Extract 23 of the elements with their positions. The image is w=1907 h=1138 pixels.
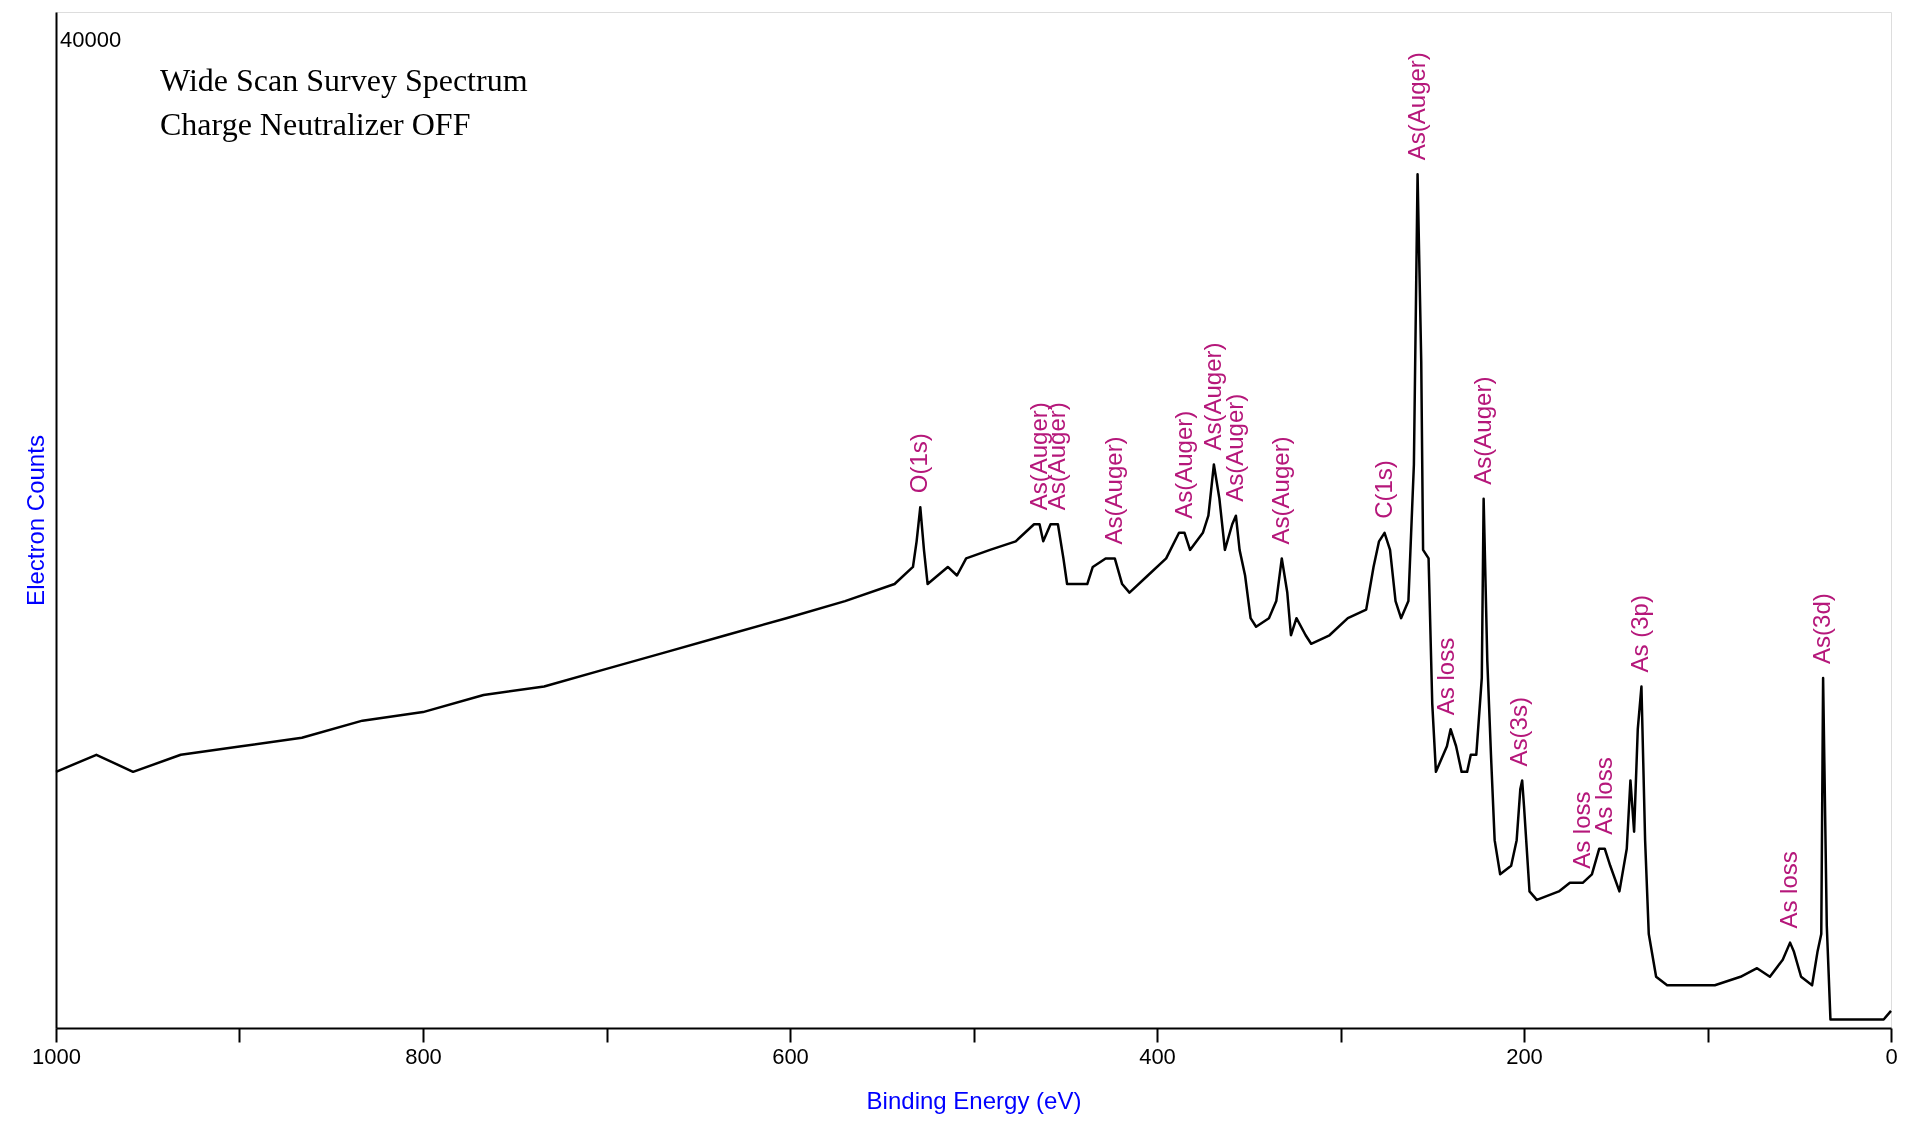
annotation: C(1s) bbox=[1369, 460, 1397, 519]
annotation: O(1s) bbox=[905, 433, 933, 494]
annotation: As(Auger) bbox=[1169, 410, 1197, 519]
x-tick-label: 200 bbox=[1506, 1043, 1543, 1069]
x-axis-title: Binding Energy (eV) bbox=[866, 1086, 1082, 1114]
x-tick-label: 600 bbox=[772, 1043, 809, 1069]
x-tick-label: 800 bbox=[405, 1043, 442, 1069]
annotation: As loss bbox=[1431, 637, 1459, 716]
y-axis-title: Electron Counts bbox=[21, 435, 49, 606]
annotation: As(3s) bbox=[1505, 697, 1533, 767]
text: 40000 bbox=[60, 27, 122, 52]
annotation: As(Auger) bbox=[1402, 52, 1430, 161]
x-tick-label: 400 bbox=[1139, 1043, 1176, 1069]
annotation: As loss bbox=[1775, 851, 1803, 929]
annotation: As(Auger) bbox=[1468, 376, 1496, 485]
x-tick-label: 1000 bbox=[32, 1043, 81, 1069]
x-tick-label: 0 bbox=[1885, 1043, 1898, 1069]
annotation: As(Auger) bbox=[1099, 436, 1127, 545]
chart-subtitle: Charge Neutralizer OFF bbox=[160, 106, 471, 142]
annotation: As(3d) bbox=[1808, 593, 1836, 664]
annotation: As (3p) bbox=[1626, 595, 1654, 673]
annotation: As(Auger) bbox=[1266, 436, 1294, 545]
chart-title: Wide Scan Survey Spectrum bbox=[160, 62, 528, 98]
